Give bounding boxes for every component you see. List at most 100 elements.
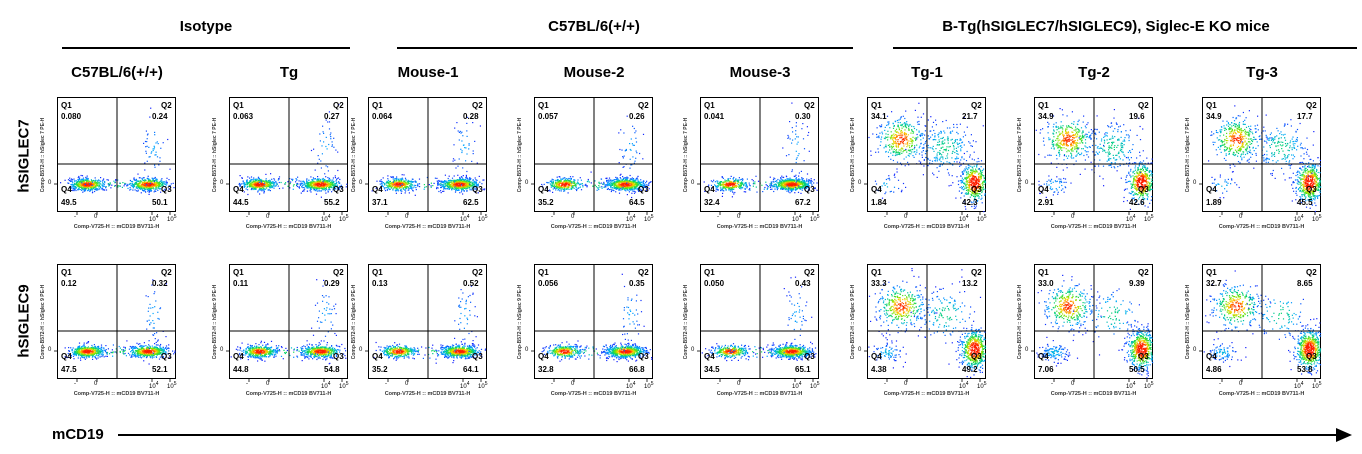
data-point [95, 182, 97, 184]
data-point [145, 146, 147, 148]
data-point [622, 166, 624, 168]
data-point [725, 189, 727, 191]
data-point [460, 180, 462, 182]
data-point [470, 184, 472, 186]
data-point [258, 183, 260, 185]
data-point [398, 186, 400, 188]
data-point [797, 180, 799, 182]
data-point [573, 181, 575, 183]
data-point [273, 179, 276, 181]
data-point [634, 160, 636, 162]
data-point [321, 188, 323, 190]
data-point [547, 190, 549, 192]
data-point [457, 189, 459, 191]
data-point [152, 185, 154, 187]
data-point [437, 183, 439, 185]
data-point [582, 184, 584, 186]
data-point [557, 184, 559, 186]
data-point [734, 179, 736, 182]
data-point [629, 180, 631, 182]
data-point [619, 177, 621, 179]
data-point [76, 181, 78, 184]
data-point [322, 185, 324, 187]
data-point [813, 179, 815, 181]
data-point [154, 154, 156, 156]
data-point [792, 182, 794, 184]
data-point [135, 190, 138, 192]
data-point [313, 182, 315, 184]
x-tick-label: 104 [460, 214, 469, 223]
data-point [156, 156, 159, 158]
data-point [151, 151, 153, 153]
data-point [629, 183, 631, 185]
data-point [791, 185, 793, 187]
data-point [558, 181, 560, 183]
data-point [306, 184, 308, 186]
data-point [565, 181, 567, 183]
x-tick-label: 0 [94, 214, 97, 220]
data-point [91, 184, 93, 186]
data-point [405, 185, 407, 187]
data-point [411, 180, 413, 183]
data-point [333, 146, 335, 148]
data-point [316, 190, 318, 192]
data-point [253, 186, 255, 188]
data-point [461, 188, 463, 190]
data-point [722, 184, 724, 186]
data-point [306, 179, 308, 181]
data-point [597, 187, 600, 189]
data-point [295, 178, 297, 180]
data-point [328, 186, 330, 188]
data-point [462, 175, 464, 177]
data-point [241, 183, 243, 185]
data-point [456, 183, 458, 185]
data-point [626, 115, 628, 117]
data-point [625, 190, 627, 192]
data-point [450, 185, 452, 187]
data-point [568, 180, 570, 182]
data-point [786, 182, 788, 184]
data-point [151, 180, 153, 182]
data-point [332, 189, 334, 191]
data-point [639, 184, 641, 186]
data-point [262, 185, 264, 187]
data-point [264, 181, 266, 184]
data-point [256, 183, 258, 185]
data-point [472, 153, 474, 155]
data-point [320, 160, 322, 162]
data-point [475, 188, 477, 190]
data-point [556, 185, 558, 188]
data-point [143, 186, 146, 188]
data-point [444, 183, 447, 185]
data-point [159, 157, 161, 159]
data-point [724, 188, 727, 190]
data-point [619, 184, 621, 186]
data-point [75, 180, 77, 182]
data-point [239, 175, 241, 177]
data-point [807, 182, 809, 184]
data-point [82, 191, 84, 193]
data-point [86, 178, 88, 181]
data-point [148, 156, 150, 158]
data-point [779, 181, 781, 183]
data-point [456, 186, 458, 188]
data-point [395, 183, 397, 185]
data-point [332, 182, 334, 184]
quadrant-percent: 0.080 [61, 112, 82, 121]
data-point [452, 179, 454, 181]
data-point [324, 190, 326, 192]
data-point [67, 179, 70, 181]
data-point [393, 184, 395, 186]
data-point [328, 111, 330, 113]
data-point [563, 190, 565, 192]
data-point [449, 183, 451, 185]
data-point [84, 182, 86, 184]
data-point [776, 187, 778, 189]
data-point [87, 182, 89, 184]
data-point [579, 183, 581, 186]
data-point [625, 186, 627, 188]
data-point [749, 185, 751, 187]
data-point [742, 178, 744, 180]
data-point [572, 185, 574, 187]
data-point [795, 189, 797, 191]
